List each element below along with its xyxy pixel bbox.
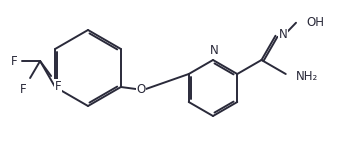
Text: NH₂: NH₂: [296, 69, 318, 82]
Text: O: O: [136, 82, 145, 95]
Text: N: N: [279, 28, 287, 41]
Text: OH: OH: [306, 16, 324, 29]
Text: F: F: [10, 54, 17, 67]
Text: N: N: [210, 44, 219, 57]
Text: F: F: [55, 80, 62, 93]
Text: F: F: [19, 83, 26, 96]
